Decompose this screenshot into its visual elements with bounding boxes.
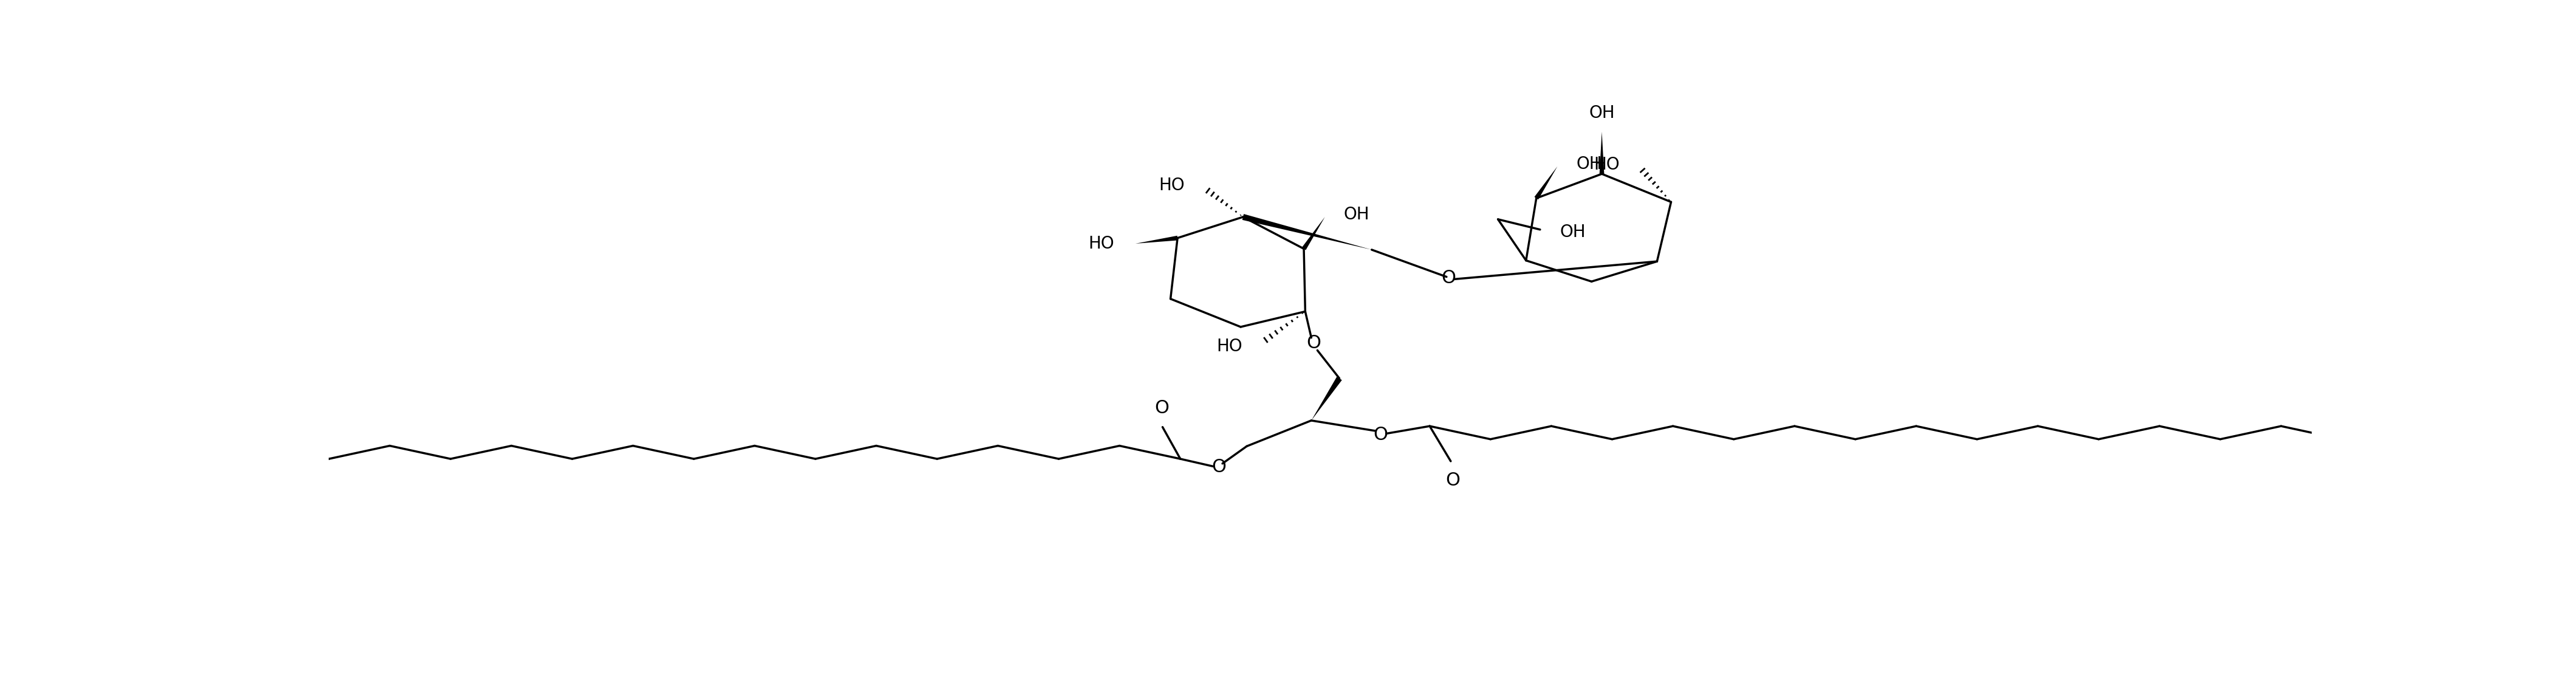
Text: OH: OH — [1577, 156, 1602, 173]
Polygon shape — [1242, 214, 1370, 250]
Text: OH: OH — [1589, 104, 1615, 121]
Text: O: O — [1445, 471, 1461, 489]
Text: O: O — [1440, 269, 1455, 286]
Polygon shape — [1600, 132, 1605, 174]
Polygon shape — [1301, 217, 1324, 250]
Text: HO: HO — [1090, 235, 1115, 252]
Text: O: O — [1306, 334, 1321, 352]
Text: OH: OH — [1558, 223, 1587, 240]
Polygon shape — [1535, 167, 1558, 200]
Polygon shape — [1136, 236, 1177, 244]
Text: O: O — [1154, 399, 1170, 417]
Text: O: O — [1373, 426, 1388, 443]
Text: HO: HO — [1216, 338, 1242, 355]
Text: HO: HO — [1595, 156, 1620, 173]
Text: O: O — [1211, 458, 1226, 476]
Text: OH: OH — [1345, 206, 1370, 223]
Text: HO: HO — [1159, 177, 1185, 194]
Polygon shape — [1311, 376, 1342, 420]
